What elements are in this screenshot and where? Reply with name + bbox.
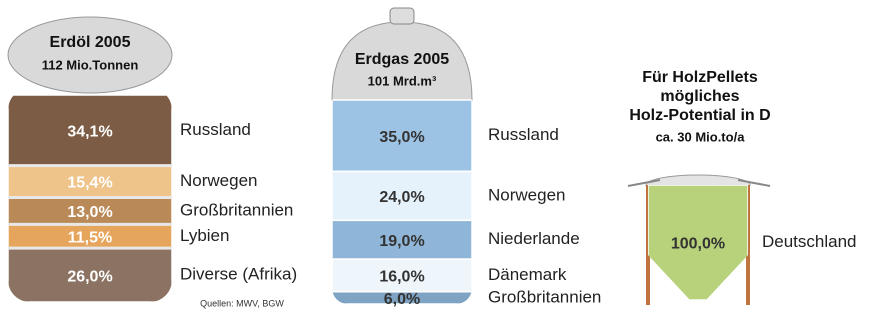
subtitle: ca. 30 Mio.to/a [656, 129, 746, 144]
category-label: Deutschland [762, 232, 857, 251]
title: Erdgas 2005 [355, 51, 449, 68]
value-label: 24,0% [379, 189, 424, 206]
tank-valve [390, 8, 414, 24]
value-label: 26,0% [67, 268, 112, 285]
title: mögliches [660, 88, 739, 105]
category-label: Norwegen [488, 185, 566, 204]
category-label: Großbritannien [488, 287, 601, 306]
category-label: Russland [180, 120, 251, 139]
value-label: 19,0% [379, 233, 424, 250]
subtitle: 101 Mrd.m³ [368, 73, 437, 88]
value-label: 6,0% [384, 291, 420, 308]
title: Erdöl 2005 [50, 34, 131, 51]
value-label: 15,4% [67, 175, 112, 192]
title: Für HolzPellets [642, 69, 758, 86]
category-label: Dänemark [488, 265, 567, 284]
barrel-lid [8, 17, 172, 93]
category-label: Norwegen [180, 171, 258, 190]
category-label: Lybien [180, 226, 229, 245]
category-label: Großbritannien [180, 200, 293, 219]
infographic: 34,1% Russland 15,4% Norwegen 13,0% Großbrita… [0, 0, 872, 309]
value-label: 34,1% [67, 124, 112, 141]
subtitle: 112 Mio.Tonnen [42, 57, 139, 72]
value-label: 100,0% [671, 236, 725, 253]
category-label: Niederlande [488, 229, 580, 248]
value-label: 16,0% [379, 269, 424, 286]
source-note: Quellen: MWV, BGW [200, 298, 284, 308]
title: Holz-Potential in D [629, 107, 770, 124]
category-label: Diverse (Afrika) [180, 265, 297, 284]
category-label: Russland [488, 125, 559, 144]
value-label: 13,0% [67, 204, 112, 221]
value-label: 35,0% [379, 129, 424, 146]
value-label: 11,5% [68, 229, 112, 246]
